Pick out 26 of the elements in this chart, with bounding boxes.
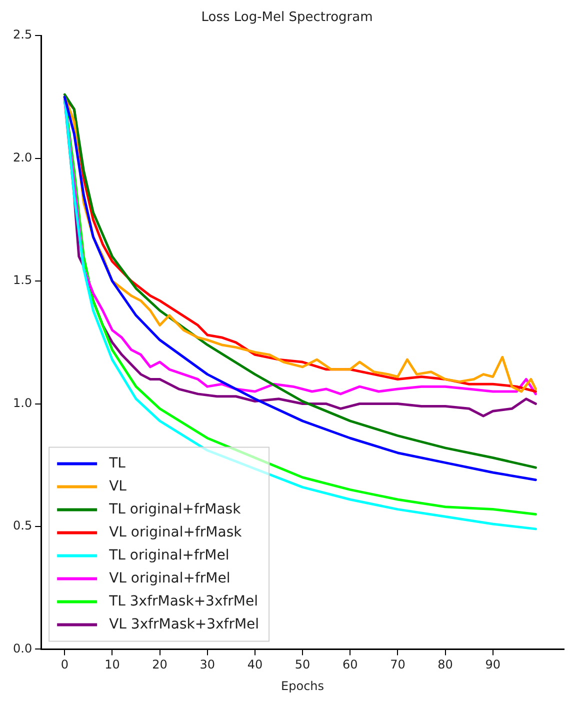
x-tick-label: 90 [485, 658, 501, 672]
legend-label: VL 3xfrMask+3xfrMel [109, 616, 260, 632]
x-tick-label: 70 [390, 658, 406, 672]
legend-label: VL original+frMel [109, 570, 230, 586]
x-tick-label: 50 [294, 658, 310, 672]
y-tick-label: 1.0 [12, 396, 32, 410]
chart-title: Loss Log-Mel Spectrogram [201, 10, 373, 26]
legend-label: VL [109, 478, 127, 494]
y-tick-label: 2.0 [12, 150, 32, 164]
y-tick-label: 2.5 [12, 28, 32, 42]
x-tick-label: 20 [152, 658, 168, 672]
x-tick-label: 60 [342, 658, 358, 672]
legend-label: VL original+frMask [109, 524, 243, 540]
x-axis-title: Epochs [281, 678, 324, 693]
x-tick-label: 0 [60, 658, 68, 672]
x-tick-label: 30 [200, 658, 216, 672]
y-tick-label: 0.0 [12, 641, 32, 656]
y-tick-label: 0.5 [12, 518, 32, 533]
legend-label: TL 3xfrMask+3xfrMel [108, 593, 258, 610]
legend-label: TL [108, 455, 126, 472]
x-tick-label: 80 [438, 658, 453, 672]
x-tick-label: 40 [247, 658, 263, 672]
y-tick-label: 1.5 [12, 273, 32, 288]
legend-label: TL original+frMel [108, 547, 230, 564]
legend-label: TL original+frMask [108, 501, 242, 518]
x-tick-label: 10 [104, 658, 120, 672]
